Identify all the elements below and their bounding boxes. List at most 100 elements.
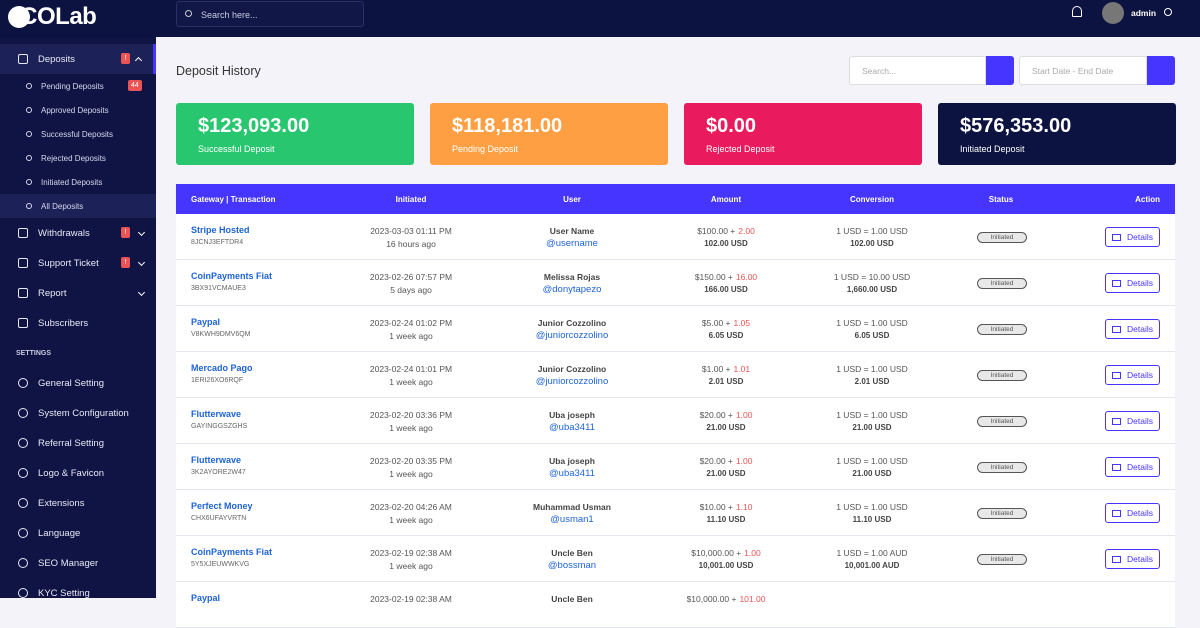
user-caret[interactable] — [1164, 8, 1172, 16]
submenu-item[interactable]: Rejected Deposits — [0, 146, 156, 170]
menu-item[interactable]: Logo & Favicon — [0, 458, 156, 488]
menu-item[interactable]: Subscribers — [0, 308, 156, 338]
menu-item[interactable]: System Configuration — [0, 398, 156, 428]
conversion-rate: 1 USD = 1.00 AUD — [836, 548, 908, 558]
menu-item[interactable]: Referral Setting — [0, 428, 156, 458]
charge: 2.00 — [738, 226, 755, 236]
amount: $20.00 + — [699, 410, 733, 420]
menu-item[interactable]: Report — [0, 278, 156, 308]
initiated-date: 2023-02-20 03:35 PM — [369, 456, 453, 466]
search-placeholder: Search here... — [201, 10, 258, 20]
submenu-item[interactable]: Approved Deposits — [0, 98, 156, 122]
gateway-name[interactable]: CoinPayments Fiat — [191, 547, 273, 557]
details-button[interactable]: Details — [1105, 319, 1160, 339]
amount-total: 166.00 USD — [704, 285, 748, 294]
details-button[interactable]: Details — [1105, 365, 1160, 385]
details-button[interactable]: Details — [1105, 411, 1160, 431]
search-icon — [185, 10, 192, 17]
menu-icon — [18, 228, 28, 238]
search-input[interactable]: Search... — [849, 56, 986, 85]
user-fullname: Junior Cozzolino — [537, 318, 607, 328]
initiated-date: 2023-02-24 01:02 PM — [369, 318, 453, 328]
amount-line: $10,000.00 +101.00 — [687, 594, 766, 604]
charge: 1.01 — [733, 364, 751, 374]
menu-caret — [137, 258, 146, 267]
stat-card[interactable]: $576,353.00 Initiated Deposit — [938, 103, 1176, 165]
initiated-ago: 1 week ago — [389, 469, 433, 479]
search-box[interactable]: Search here... — [176, 1, 364, 27]
menu-item[interactable]: Withdrawals! — [0, 218, 156, 248]
user-name[interactable]: admin — [1131, 8, 1157, 18]
menu-item[interactable]: Support Ticket! — [0, 248, 156, 278]
amount: $20.00 + — [699, 456, 733, 466]
menu-icon — [18, 588, 28, 598]
submenu-item[interactable]: Successful Deposits — [0, 122, 156, 146]
user-username[interactable]: @username — [546, 238, 598, 249]
date-input[interactable]: Start Date - End Date — [1019, 56, 1147, 85]
menu-badge: ! — [121, 257, 130, 268]
user-username[interactable]: @uba3411 — [549, 468, 595, 479]
user-username[interactable]: @usman1 — [550, 514, 594, 525]
column-header: User — [563, 195, 581, 204]
card-label: Initiated Deposit — [960, 144, 1025, 154]
stat-card[interactable]: $118,181.00 Pending Deposit — [430, 103, 668, 165]
menu-label: KYC Setting — [38, 587, 90, 599]
initiated-date: 2023-02-26 07:57 PM — [369, 272, 453, 282]
avatar[interactable] — [1102, 2, 1124, 24]
stat-card[interactable]: $0.00 Rejected Deposit — [684, 103, 922, 165]
details-button[interactable]: Details — [1105, 549, 1160, 569]
menu-item[interactable]: Deposits! — [0, 44, 156, 74]
menu-item[interactable]: KYC Setting — [0, 578, 156, 598]
gateway-name[interactable]: Perfect Money — [191, 501, 253, 511]
gateway-name[interactable]: Paypal — [191, 593, 221, 603]
table-row: Perfect Money CHX6UFAYVRTN 2023-02-20 04:2… — [176, 490, 1175, 536]
menu-icon — [18, 318, 28, 328]
user-username[interactable]: @juniorcozzolino — [535, 376, 609, 387]
table-row: Mercado Pago 1ERI26XO6RQF 2023-02-24 01:01… — [176, 352, 1175, 398]
details-button[interactable]: Details — [1105, 227, 1160, 247]
submenu-bullet — [26, 155, 32, 161]
gateway-name[interactable]: Mercado Pago — [191, 363, 253, 373]
user-username[interactable]: @bossman — [547, 560, 597, 571]
submenu-item[interactable]: All Deposits — [0, 194, 156, 218]
menu-item[interactable]: SEO Manager — [0, 548, 156, 578]
stat-card[interactable]: $123,093.00 Successful Deposit — [176, 103, 414, 165]
transaction-id: 3K2AYORE2W47 — [191, 469, 246, 476]
gateway-name[interactable]: Paypal — [191, 317, 221, 327]
gateway-name[interactable]: Flutterwave — [191, 409, 242, 419]
gateway-name[interactable]: Flutterwave — [191, 455, 242, 465]
bell-icon[interactable] — [1072, 6, 1082, 17]
initiated-date: 2023-02-20 04:26 AM — [370, 502, 452, 512]
gateway-name[interactable]: Stripe Hosted — [191, 225, 250, 235]
menu-label: General Setting — [38, 377, 105, 389]
conversion-amount: 21.00 USD — [852, 469, 892, 478]
details-button[interactable]: Details — [1105, 273, 1160, 293]
submenu-item[interactable]: Initiated Deposits — [0, 170, 156, 194]
amount-line: $20.00 +1.00 — [700, 410, 753, 420]
user-fullname: Junior Cozzolino — [537, 364, 607, 374]
amount-line: $1.00 +1.01 — [702, 364, 750, 374]
menu-item[interactable]: Language — [0, 518, 156, 548]
conversion-rate: 1 USD = 1.00 USD — [836, 410, 908, 420]
user-fullname: Uncle Ben — [551, 594, 593, 604]
details-button[interactable]: Details — [1105, 457, 1160, 477]
submenu-item[interactable]: Pending Deposits 44 — [0, 74, 156, 98]
search-button[interactable] — [986, 56, 1014, 85]
conversion-rate: 1 USD = 1.00 USD — [836, 456, 908, 466]
gateway-name[interactable]: CoinPayments Fiat — [191, 271, 273, 281]
details-button[interactable]: Details — [1105, 503, 1160, 523]
user-username[interactable]: @donytapezo — [542, 284, 602, 295]
user-username[interactable]: @uba3411 — [549, 422, 595, 433]
user-username[interactable]: @juniorcozzolino — [535, 330, 609, 341]
submenu-label: Rejected Deposits — [41, 153, 106, 163]
status-badge: Initiated — [977, 232, 1027, 243]
menu-item[interactable]: Extensions — [0, 488, 156, 518]
amount: $150.00 + — [694, 272, 733, 282]
menu-label: Support Ticket — [38, 257, 99, 269]
initiated-date: 2023-03-03 01:11 PM — [370, 226, 452, 236]
menu-caret — [137, 228, 146, 237]
date-search-button[interactable] — [1147, 56, 1175, 85]
amount-total: 10,001.00 USD — [698, 561, 754, 570]
menu-item[interactable]: General Setting — [0, 368, 156, 398]
